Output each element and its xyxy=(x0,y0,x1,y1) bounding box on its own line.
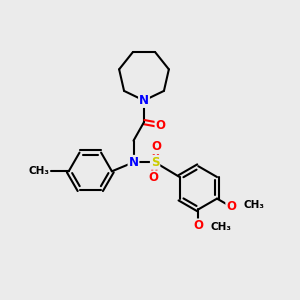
Text: N: N xyxy=(139,94,149,107)
Text: O: O xyxy=(152,140,162,153)
Text: CH₃: CH₃ xyxy=(211,222,232,233)
Text: S: S xyxy=(151,156,159,169)
Text: N: N xyxy=(128,156,139,169)
Text: O: O xyxy=(148,171,159,184)
Text: O: O xyxy=(155,118,166,132)
Text: O: O xyxy=(193,219,203,232)
Text: O: O xyxy=(226,200,236,213)
Text: CH₃: CH₃ xyxy=(28,166,49,176)
Text: CH₃: CH₃ xyxy=(244,200,265,210)
